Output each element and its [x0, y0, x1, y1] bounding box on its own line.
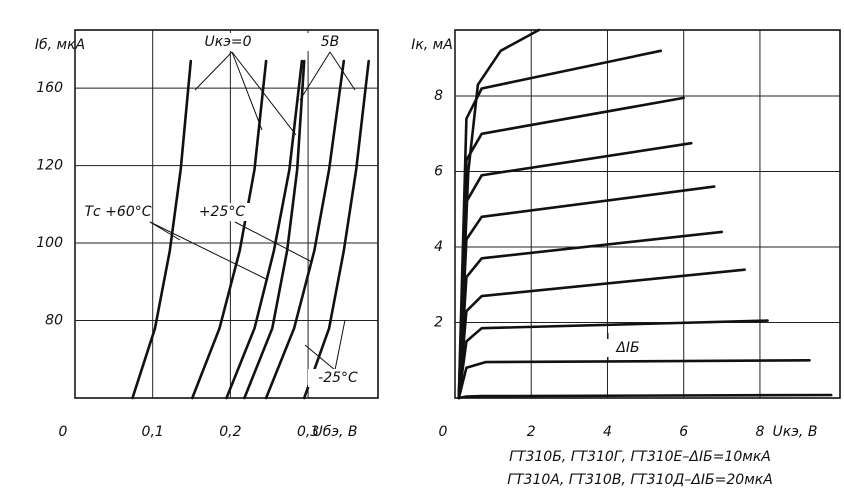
annotation: +25°C [199, 204, 246, 220]
x-tick-label: 0 [59, 424, 68, 440]
leader-line [304, 344, 336, 371]
annotation-bg [88, 203, 148, 221]
x-tick-label: 0,2 [219, 424, 241, 440]
curve [457, 393, 833, 400]
annotation-bg [192, 203, 252, 221]
annotation-bg [598, 339, 658, 357]
leader-line [149, 221, 269, 281]
caption: ГТ310А, ГТ310В, ГТ310Д–ΔIБ=20мкА [507, 472, 773, 488]
y-tick-label: 100 [36, 235, 63, 251]
y-tick-label: 160 [36, 80, 63, 96]
curve [457, 49, 663, 400]
annotation: -25°C [318, 370, 358, 386]
x-tick-label: 4 [603, 424, 612, 440]
x-tick-label: 6 [679, 424, 688, 440]
annotation: 5В [321, 34, 340, 50]
y-tick-label: 120 [36, 158, 63, 174]
x-axis-label: Uбэ, В [312, 424, 357, 440]
leader-line [231, 51, 263, 131]
x-axis-label: Uкэ, В [773, 424, 818, 440]
curve [131, 59, 193, 400]
leader-line [194, 51, 233, 91]
curve [264, 59, 346, 400]
caption: ГТ310Б, ГТ310Г, ГТ310Е–ΔIБ=10мкА [509, 449, 771, 465]
curve [457, 185, 716, 400]
leader-line [329, 51, 356, 91]
x-tick-label: 0,1 [142, 424, 164, 440]
curve [457, 230, 724, 400]
curve [191, 59, 268, 400]
curve [457, 268, 746, 400]
y-tick-label: 8 [434, 88, 443, 104]
annotation: ΔIБ [615, 340, 639, 356]
annotation: Tс +60°C [84, 204, 151, 220]
leader-line [334, 319, 346, 371]
leader-line [234, 221, 313, 263]
annotation-bg [308, 369, 368, 387]
curve [302, 59, 370, 400]
y-tick-label: 80 [45, 313, 63, 329]
curve [225, 59, 304, 400]
curve [457, 319, 769, 400]
leader-line [231, 51, 297, 136]
curve [457, 359, 811, 400]
x-tick-label: 0 [439, 424, 448, 440]
curve [457, 28, 541, 400]
y-tick-label: 4 [434, 239, 443, 255]
x-tick-label: 0,3 [297, 424, 319, 440]
annotation: Uкэ=0 [204, 34, 251, 50]
x-tick-label: 2 [527, 424, 536, 440]
curve [243, 59, 306, 400]
curve [457, 141, 693, 400]
x-tick-label: 8 [755, 424, 764, 440]
annotation-bg [198, 33, 258, 51]
y-tick-label: 6 [434, 164, 443, 180]
y-tick-label: 2 [434, 315, 443, 331]
annotation-bg [300, 33, 360, 51]
y-axis-label: Iк, мА [411, 37, 453, 53]
y-axis-label: Iб, мкА [35, 37, 85, 53]
leader-line [299, 51, 331, 101]
